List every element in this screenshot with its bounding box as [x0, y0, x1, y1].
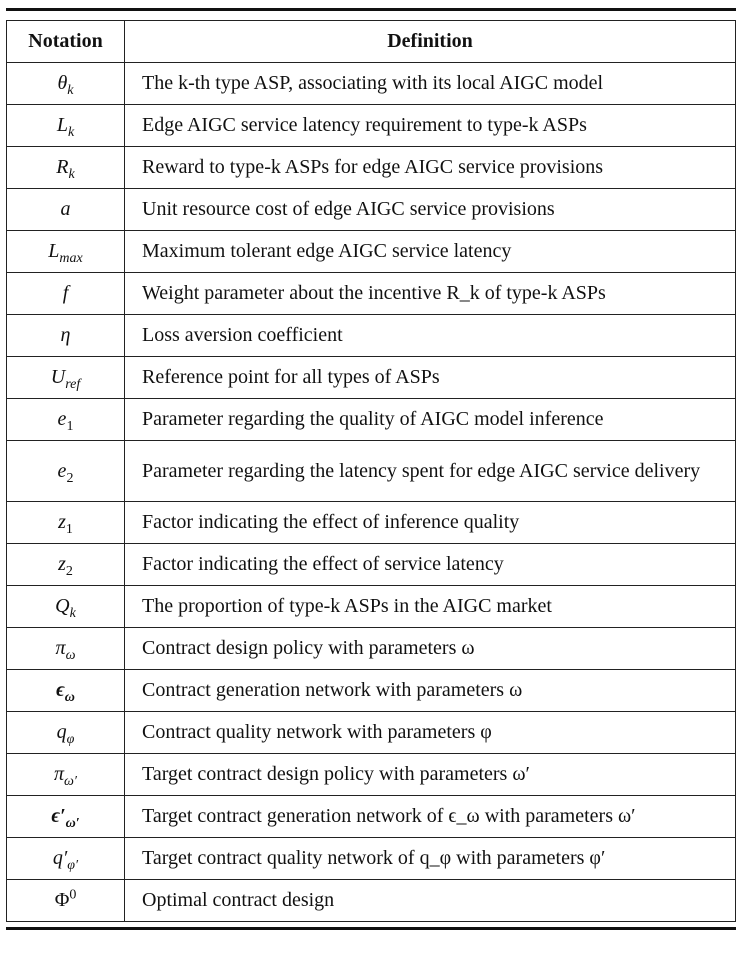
notation-cell: z1 — [6, 501, 125, 544]
notation-symbol: ϵ′ω′ — [51, 805, 80, 832]
notation-cell: η — [6, 314, 125, 357]
definition-cell: The proportion of type-k ASPs in the AIG… — [124, 585, 736, 628]
table-row: qφ Contract quality network with paramet… — [6, 711, 736, 754]
definition-cell: The k-th type ASP, associating with its … — [124, 62, 736, 105]
notation-symbol: a — [60, 198, 71, 221]
notation-cell: a — [6, 188, 125, 231]
notation-symbol: Qk — [55, 595, 76, 622]
notation-cell: Φ0 — [6, 879, 125, 922]
notation-symbol: f — [62, 282, 69, 305]
notation-header: Notation — [6, 20, 125, 63]
notation-symbol: q′φ′ — [52, 847, 79, 874]
notation-cell: Lmax — [6, 230, 125, 273]
definition-cell: Parameter regarding the latency spent fo… — [124, 440, 736, 502]
definition-cell: Contract quality network with parameters… — [124, 711, 736, 754]
definition-cell: Contract generation network with paramet… — [124, 669, 736, 712]
notation-symbol: e2 — [57, 459, 74, 486]
table-row: e2 Parameter regarding the latency spent… — [6, 440, 736, 502]
notation-symbol: e1 — [57, 408, 74, 435]
table-row: Lmax Maximum tolerant edge AIGC service … — [6, 230, 736, 273]
notation-symbol: Rk — [56, 156, 75, 183]
definition-cell: Target contract design policy with param… — [124, 753, 736, 796]
notation-cell: Rk — [6, 146, 125, 189]
table-row: Uref Reference point for all types of AS… — [6, 356, 736, 399]
table-row: z1 Factor indicating the effect of infer… — [6, 501, 736, 544]
definition-cell: Factor indicating the effect of inferenc… — [124, 501, 736, 544]
table-row: πω Contract design policy with parameter… — [6, 627, 736, 670]
notation-cell: πω′ — [6, 753, 125, 796]
notation-table: Notation Definition θk The k-th type ASP… — [6, 20, 736, 922]
bottom-rule — [6, 927, 736, 930]
notation-symbol: Φ0 — [54, 887, 77, 912]
table-row: η Loss aversion coefficient — [6, 314, 736, 357]
notation-cell: f — [6, 272, 125, 315]
definition-cell: Reference point for all types of ASPs — [124, 356, 736, 399]
top-rule — [6, 8, 736, 11]
definition-cell: Target contract generation network of ϵ_… — [124, 795, 736, 838]
notation-symbol: Lmax — [48, 240, 83, 267]
header-row: Notation Definition — [6, 20, 736, 63]
table-row: f Weight parameter about the incentive R… — [6, 272, 736, 315]
table-row: πω′ Target contract design policy with p… — [6, 753, 736, 796]
notation-symbol: πω — [55, 637, 76, 664]
definition-cell: Loss aversion coefficient — [124, 314, 736, 357]
definition-cell: Unit resource cost of edge AIGC service … — [124, 188, 736, 231]
notation-cell: ϵ′ω′ — [6, 795, 125, 838]
notation-cell: Qk — [6, 585, 125, 628]
table-row: q′φ′ Target contract quality network of … — [6, 837, 736, 880]
definition-cell: Contract design policy with parameters ω — [124, 627, 736, 670]
notation-cell: Uref — [6, 356, 125, 399]
definition-cell: Maximum tolerant edge AIGC service laten… — [124, 230, 736, 273]
notation-cell: e1 — [6, 398, 125, 441]
notation-symbol: z2 — [58, 553, 73, 580]
definition-cell: Weight parameter about the incentive R_k… — [124, 272, 736, 315]
table-row: ϵω Contract generation network with para… — [6, 669, 736, 712]
table-row: ϵ′ω′ Target contract generation network … — [6, 795, 736, 838]
definition-header: Definition — [124, 20, 736, 63]
table-row: Φ0 Optimal contract design — [6, 879, 736, 922]
notation-symbol: Lk — [56, 114, 75, 141]
definition-cell: Edge AIGC service latency requirement to… — [124, 104, 736, 147]
notation-cell: θk — [6, 62, 125, 105]
table-row: e1 Parameter regarding the quality of AI… — [6, 398, 736, 441]
definition-cell: Parameter regarding the quality of AIGC … — [124, 398, 736, 441]
table-row: Qk The proportion of type-k ASPs in the … — [6, 585, 736, 628]
notation-symbol: ϵω — [56, 679, 75, 706]
table-row: Rk Reward to type-k ASPs for edge AIGC s… — [6, 146, 736, 189]
table-row: Lk Edge AIGC service latency requirement… — [6, 104, 736, 147]
notation-symbol: θk — [57, 72, 74, 99]
notation-cell: q′φ′ — [6, 837, 125, 880]
notation-symbol: πω′ — [54, 763, 77, 790]
definition-cell: Factor indicating the effect of service … — [124, 543, 736, 586]
notation-cell: e2 — [6, 440, 125, 502]
definition-cell: Optimal contract design — [124, 879, 736, 922]
notation-cell: qφ — [6, 711, 125, 754]
notation-cell: Lk — [6, 104, 125, 147]
table-row: a Unit resource cost of edge AIGC servic… — [6, 188, 736, 231]
table-row: z2 Factor indicating the effect of servi… — [6, 543, 736, 586]
definition-cell: Reward to type-k ASPs for edge AIGC serv… — [124, 146, 736, 189]
table-row: θk The k-th type ASP, associating with i… — [6, 62, 736, 105]
notation-cell: πω — [6, 627, 125, 670]
notation-cell: z2 — [6, 543, 125, 586]
notation-symbol: z1 — [58, 511, 73, 538]
notation-symbol: Uref — [50, 366, 81, 393]
notation-symbol: η — [60, 324, 71, 347]
notation-symbol: qφ — [56, 721, 75, 748]
notation-cell: ϵω — [6, 669, 125, 712]
definition-cell: Target contract quality network of q_φ w… — [124, 837, 736, 880]
